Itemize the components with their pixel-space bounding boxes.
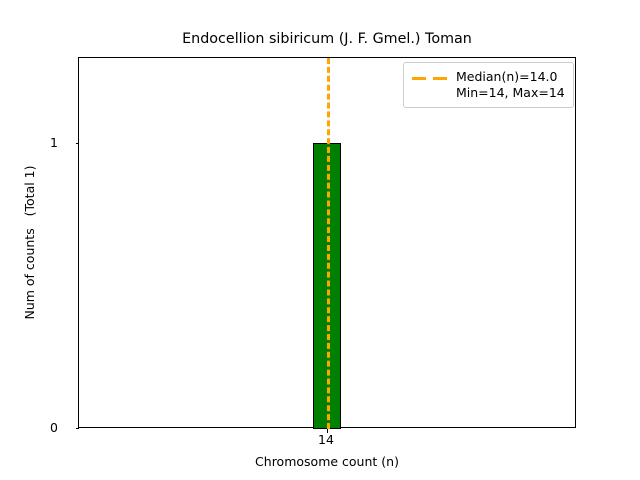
ytick-label-1: 1 [50, 135, 58, 150]
legend-dashed-line-icon [411, 70, 449, 86]
median-line [327, 58, 330, 429]
xtick-mark-14 [327, 429, 328, 433]
legend: Median(n)=14.0 Min=14, Max=14 [403, 62, 574, 108]
legend-label-median: Median(n)=14.0 [456, 69, 558, 84]
ytick-mark-0 [75, 428, 79, 429]
page-title: Endocellion sibiricum (J. F. Gmel.) Toma… [182, 31, 472, 47]
x-axis-label: Chromosome count (n) [255, 454, 399, 469]
ytick-label-0: 0 [50, 420, 58, 435]
xtick-label-14: 14 [318, 432, 334, 447]
ytick-mark-1 [75, 143, 79, 144]
legend-text-block: Median(n)=14.0 Min=14, Max=14 [456, 69, 565, 101]
legend-label-minmax: Min=14, Max=14 [456, 85, 565, 100]
y-axis-label: Num of counts (Total 1) [22, 165, 37, 320]
plot-area [75, 57, 576, 433]
